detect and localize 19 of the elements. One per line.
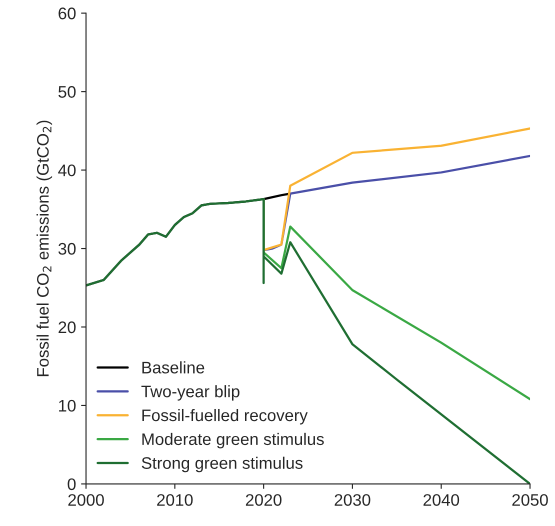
x-tick-label: 2000	[68, 494, 104, 506]
y-tick-label: 30	[58, 242, 76, 255]
x-tick-label: 2050	[512, 494, 548, 506]
x-tick-label: 2030	[334, 494, 370, 506]
y-tick-label: 40	[58, 164, 76, 176]
x-tick-label: 2040	[424, 494, 460, 506]
legend-label: Two-year blip	[141, 385, 240, 401]
y-tick-label: 0	[68, 478, 76, 490]
y-tick-label: 20	[58, 321, 76, 334]
x-tick-label: 2020	[246, 494, 282, 506]
y-tick-label: 10	[59, 400, 76, 412]
y-axis-title: Fossil fuel CO$_{2}$ emissions (GtCO$_{2}$)	[36, 120, 52, 376]
legend-label: Fossil-fuelled recovery	[142, 408, 308, 425]
legend-label: Strong green stimulus	[142, 456, 303, 472]
x-tick-label: 2010	[157, 494, 193, 506]
y-tick-label: 60	[58, 8, 76, 20]
legend-label: Baseline	[142, 361, 204, 374]
legend-label: Moderate green stimulus	[142, 432, 324, 448]
y-tick-label: 50	[58, 86, 76, 98]
